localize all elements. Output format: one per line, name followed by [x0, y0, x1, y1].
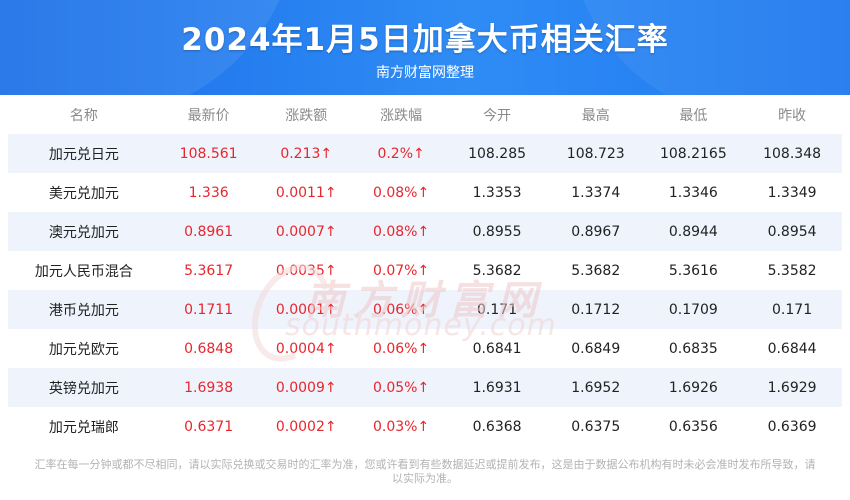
- currency-pair-name: 加元兑瑞郎: [48, 419, 119, 436]
- currency-pair-name: 澳元兑加元: [8, 212, 160, 251]
- prev-close-price: 0.8954: [742, 212, 842, 251]
- currency-pair-name: 港币兑加元: [8, 290, 160, 329]
- column-header-high: 最高: [581, 107, 610, 124]
- open-price: 1.6931: [447, 368, 547, 407]
- latest-price: 1.336: [188, 184, 229, 201]
- change-amount: 0.213↑: [257, 134, 356, 173]
- high-price: 1.6952: [546, 368, 645, 407]
- change-amount: 0.0009↑: [257, 368, 356, 407]
- table-row: 澳元兑加元 0.8961 0.0007↑ 0.08%↑ 0.8955 0.896…: [8, 212, 842, 251]
- table-row: 加元兑瑞郎 0.6371 0.0002↑ 0.03%↑ 0.6368 0.637…: [8, 407, 842, 446]
- table-header-row: 名称 最新价 涨跌额 涨跌幅 今开 最高 最低 昨收: [8, 95, 842, 134]
- low-price: 0.1709: [644, 290, 743, 329]
- table-row: 加元兑欧元 0.6848 0.0004↑ 0.06%↑ 0.6841 0.684…: [8, 329, 842, 368]
- change-amount: 0.0004↑: [275, 340, 337, 357]
- currency-pair-name: 美元兑加元: [48, 185, 119, 202]
- latest-price: 0.8961: [159, 212, 258, 251]
- disclaimer-footnote: 汇率在每一分钟或都不尽相同，请以实际兑换或交易时的汇率为准，您或许看到有些数据延…: [34, 458, 816, 485]
- latest-price: 0.6371: [184, 418, 234, 435]
- low-price: 1.3346: [668, 184, 718, 201]
- open-price: 0.6368: [472, 418, 522, 435]
- prev-close-price: 108.348: [742, 134, 842, 173]
- column-header-change-pct: 涨跌幅: [380, 107, 423, 124]
- low-price: 0.6835: [668, 340, 718, 357]
- change-amount: 0.0035↑: [275, 262, 337, 279]
- change-percent: 0.08%↑: [355, 212, 448, 251]
- prev-close-price: 0.6369: [767, 418, 817, 435]
- latest-price: 0.1711: [159, 290, 258, 329]
- column-header-name: 名称: [69, 107, 98, 124]
- page-subtitle: 南方财富网整理: [376, 65, 474, 81]
- high-price: 1.3374: [571, 184, 621, 201]
- column-header-prev-close: 昨收: [778, 107, 807, 124]
- latest-price: 5.3617: [184, 262, 234, 279]
- table-row: 英镑兑加元 1.6938 0.0009↑ 0.05%↑ 1.6931 1.695…: [8, 368, 842, 407]
- currency-pair-name: 加元兑欧元: [48, 341, 119, 358]
- change-amount: 0.0007↑: [257, 212, 356, 251]
- open-price: 1.3353: [472, 184, 522, 201]
- low-price: 0.8944: [644, 212, 743, 251]
- latest-price: 0.6848: [184, 340, 234, 357]
- change-percent: 0.06%↑: [355, 290, 448, 329]
- low-price: 0.6356: [668, 418, 718, 435]
- currency-pair-name: 英镑兑加元: [8, 368, 160, 407]
- change-percent: 0.06%↑: [372, 340, 430, 357]
- prev-close-price: 5.3582: [767, 262, 817, 279]
- table-row: 加元人民币混合 5.3617 0.0035↑ 0.07%↑ 5.3682 5.3…: [8, 251, 842, 290]
- page-title: 2024年1月5日加拿大币相关汇率: [181, 22, 669, 58]
- latest-price: 1.6938: [159, 368, 258, 407]
- low-price: 1.6926: [644, 368, 743, 407]
- prev-close-price: 1.6929: [742, 368, 842, 407]
- prev-close-price: 0.171: [742, 290, 842, 329]
- column-header-latest: 最新价: [187, 107, 230, 124]
- high-price: 0.1712: [546, 290, 645, 329]
- header-banner: 2024年1月5日加拿大币相关汇率 南方财富网整理: [0, 0, 850, 95]
- high-price: 5.3682: [571, 262, 621, 279]
- table-row: 加元兑日元 108.561 0.213↑ 0.2%↑ 108.285 108.7…: [8, 134, 842, 173]
- prev-close-price: 0.6844: [767, 340, 817, 357]
- low-price: 5.3616: [668, 262, 718, 279]
- change-amount: 0.0011↑: [275, 184, 337, 201]
- open-price: 108.285: [447, 134, 547, 173]
- latest-price: 108.561: [159, 134, 258, 173]
- high-price: 0.8967: [546, 212, 645, 251]
- change-percent: 0.2%↑: [355, 134, 448, 173]
- high-price: 0.6375: [571, 418, 621, 435]
- change-percent: 0.03%↑: [372, 418, 430, 435]
- change-percent: 0.05%↑: [355, 368, 448, 407]
- open-price: 0.8955: [447, 212, 547, 251]
- exchange-rate-table: 名称 最新价 涨跌额 涨跌幅 今开 最高 最低 昨收 加元兑日元 108.561…: [8, 95, 842, 446]
- table-row: 港币兑加元 0.1711 0.0001↑ 0.06%↑ 0.171 0.1712…: [8, 290, 842, 329]
- column-header-open: 今开: [483, 107, 512, 124]
- change-percent: 0.07%↑: [372, 262, 430, 279]
- table-row: 美元兑加元 1.336 0.0011↑ 0.08%↑ 1.3353 1.3374…: [8, 173, 842, 212]
- open-price: 5.3682: [472, 262, 522, 279]
- high-price: 108.723: [546, 134, 645, 173]
- low-price: 108.2165: [644, 134, 743, 173]
- open-price: 0.171: [447, 290, 547, 329]
- change-percent: 0.08%↑: [372, 184, 430, 201]
- column-header-low: 最低: [679, 107, 708, 124]
- change-amount: 0.0001↑: [257, 290, 356, 329]
- prev-close-price: 1.3349: [767, 184, 817, 201]
- change-amount: 0.0002↑: [275, 418, 337, 435]
- column-header-change: 涨跌额: [285, 107, 328, 124]
- high-price: 0.6849: [571, 340, 621, 357]
- currency-pair-name: 加元人民币混合: [34, 263, 133, 280]
- currency-pair-name: 加元兑日元: [8, 134, 160, 173]
- open-price: 0.6841: [472, 340, 522, 357]
